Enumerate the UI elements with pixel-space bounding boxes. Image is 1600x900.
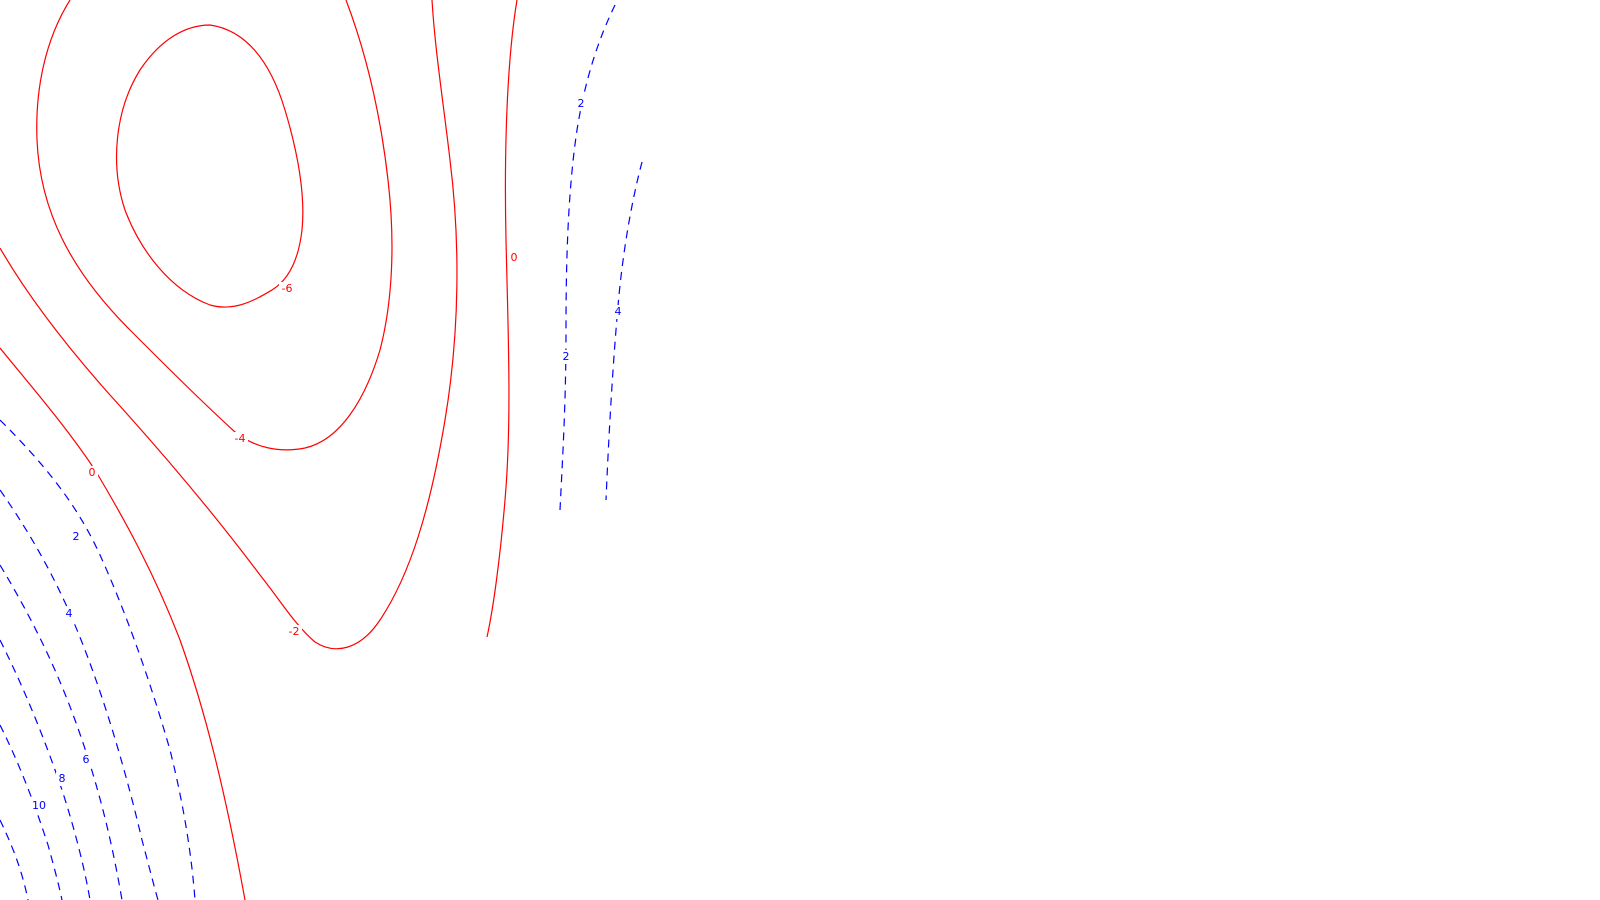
contour-line-pos10-left	[0, 724, 63, 900]
contour-line-zero-right	[486, 0, 518, 638]
label-pos6-left: 6	[83, 753, 90, 766]
contour-line-pos4-left	[0, 489, 159, 900]
contour-line-neg4	[36, 0, 393, 451]
contour-line-pos6-left	[0, 564, 123, 900]
label-pos4-right: 4	[615, 305, 622, 318]
label-zero-left: 0	[89, 466, 96, 479]
contour-line-zero-left	[0, 347, 246, 900]
contour-line-pos2-right	[559, 4, 616, 511]
contour-line-pos4-right	[605, 161, 643, 501]
label-pos2-right-top: 2	[578, 97, 585, 110]
label-pos2-right-mid: 2	[563, 350, 570, 363]
label-neg4: -4	[235, 432, 246, 445]
contour-line-neg6	[115, 24, 304, 308]
contour-line-pos2-left	[0, 419, 196, 900]
label-pos4-left: 4	[66, 607, 73, 620]
contour-line-neg2	[0, 0, 458, 650]
label-pos10-left: 10	[32, 799, 46, 812]
label-pos8-left: 8	[59, 772, 66, 785]
label-zero-right: 0	[511, 251, 518, 264]
contour-line-pos12-left	[0, 819, 29, 900]
contour-line-pos8-left	[0, 639, 91, 900]
label-neg2: -2	[289, 625, 300, 638]
label-pos2-left: 2	[73, 530, 80, 543]
label-neg6: -6	[282, 282, 293, 295]
